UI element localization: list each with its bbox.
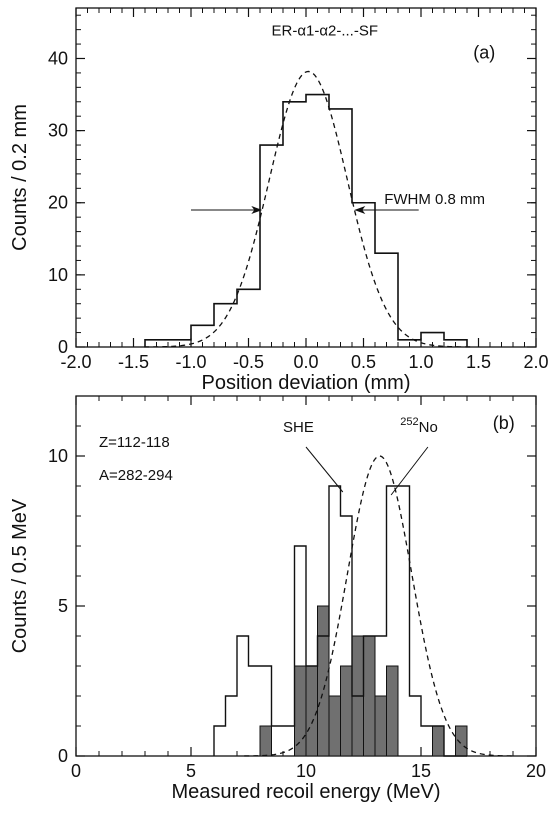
nobelium-mass-number: 252 [400, 416, 418, 428]
x-tick-label: 5 [186, 761, 196, 781]
y-tick-label: 10 [48, 265, 68, 285]
panel-label-a: (a) [473, 42, 495, 62]
y-tick-label: 0 [58, 337, 68, 357]
histogram-bar-252No [340, 665, 353, 757]
she-label: SHE [283, 419, 314, 436]
histogram-bar-252No [432, 725, 445, 757]
x-tick-label: -1.5 [118, 352, 149, 372]
histogram-bar-252No [305, 665, 318, 757]
a-range-label: A=282-294 [99, 467, 173, 484]
x-tick-label: 10 [296, 761, 316, 781]
gaussian-fit-curve [244, 455, 515, 757]
x-tick-label: 15 [411, 761, 431, 781]
plot-frame-0 [75, 7, 537, 348]
fwhm-arrow-left-head [251, 205, 263, 214]
histogram-bar-252No [294, 665, 307, 757]
x-axis-label: Position deviation (mm) [202, 372, 411, 394]
y-tick-label: 5 [58, 596, 68, 616]
nobelium-symbol: No [419, 419, 438, 436]
histogram-series [144, 93, 468, 347]
y-axis-label: Counts / 0.2 mm [9, 104, 31, 251]
x-tick-label: -1.0 [175, 352, 206, 372]
she-pointer-line [305, 446, 344, 493]
x-axis-label: Measured recoil energy (MeV) [172, 781, 441, 803]
histogram-series-SHE [213, 485, 467, 757]
y-tick-label: 20 [48, 193, 68, 213]
x-tick-label: 20 [526, 761, 546, 781]
x-tick-label: 0 [71, 761, 81, 781]
x-tick-label: 2.0 [523, 352, 548, 372]
y-tick-label: 0 [58, 746, 68, 766]
x-tick-label: 1.0 [408, 352, 433, 372]
nobelium-label: 252No [400, 416, 438, 436]
histogram-bar-252No [259, 725, 272, 757]
y-tick-label: 10 [48, 446, 68, 466]
x-tick-label: 1.5 [466, 352, 491, 372]
y-tick-label: 30 [48, 121, 68, 141]
x-tick-label: -2.0 [60, 352, 91, 372]
histogram-bar-252No [317, 605, 330, 757]
panel-label-b: (b) [493, 413, 515, 433]
histogram-bar-252No [374, 695, 387, 757]
fwhm-arrow-right-head [354, 205, 366, 214]
y-axis-label: Counts / 0.5 MeV [9, 498, 31, 653]
gaussian-fit-curve [144, 70, 473, 348]
nobelium-pointer-line [390, 446, 429, 496]
histogram-bar-252No [363, 635, 376, 757]
y-tick-label: 40 [48, 48, 68, 68]
histogram-bar-252No [386, 665, 399, 757]
histogram-bar-252No [328, 695, 341, 757]
histogram-bar-252No [455, 725, 468, 757]
fwhm-label: FWHM 0.8 mm [384, 191, 485, 208]
x-tick-label: 0.5 [351, 352, 376, 372]
x-tick-label: 0.0 [293, 352, 318, 372]
decay-chain-label: ER-α1-α2-...-SF [272, 22, 379, 39]
z-range-label: Z=112-118 [99, 434, 170, 451]
x-tick-label: -0.5 [233, 352, 264, 372]
